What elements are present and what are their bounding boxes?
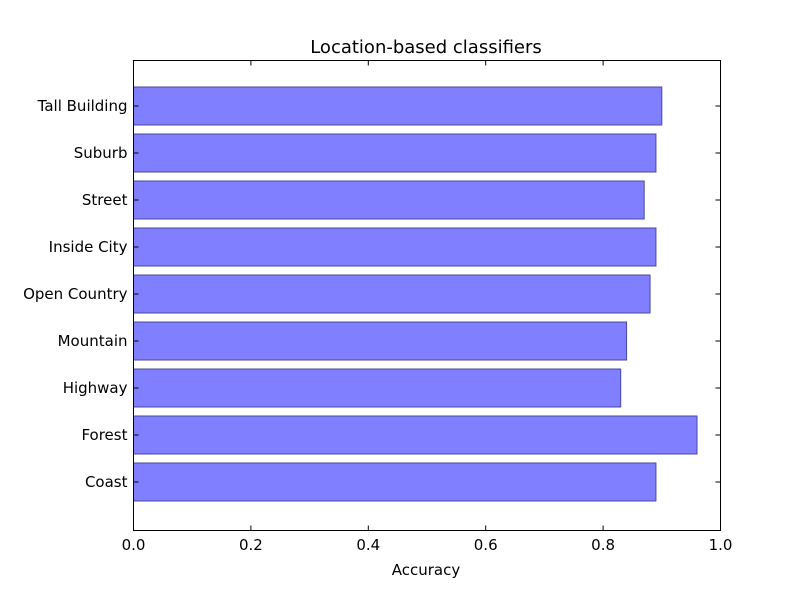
y-tick-label: Open Country (23, 285, 128, 303)
x-tick-label: 0.4 (356, 536, 380, 554)
bar-forest (133, 415, 698, 455)
x-tick-label: 0.0 (122, 536, 146, 554)
x-tick-label: 1.0 (709, 536, 733, 554)
plot-frame (133, 60, 721, 531)
x-tick-label: 0.6 (474, 536, 498, 554)
y-tick-label: Highway (63, 379, 128, 397)
bar-highway (133, 368, 622, 408)
ticks-layer: Coast Forest Highway Mountain Open Country In… (23, 60, 733, 554)
y-tick-label: Suburb (74, 144, 128, 162)
y-tick-label: Forest (81, 426, 127, 444)
y-tick-label: Inside City (49, 238, 128, 256)
bar-tall-building (133, 86, 663, 126)
bar-street (133, 180, 645, 220)
x-tick-label: 0.2 (239, 536, 263, 554)
bar-inside-city (133, 227, 657, 267)
bars-layer (133, 86, 698, 502)
chart-title: Location-based classifiers (310, 37, 542, 58)
bar-mountain (133, 321, 628, 361)
x-axis-label: Accuracy (392, 561, 461, 579)
bar-open-country (133, 274, 651, 314)
y-tick-label: Mountain (58, 332, 128, 350)
y-tick-label: Tall Building (37, 97, 128, 115)
x-tick-label: 0.8 (591, 536, 615, 554)
y-tick-label: Street (82, 191, 128, 209)
bar-suburb (133, 133, 657, 173)
y-tick-label: Coast (85, 473, 128, 491)
bar-coast (133, 462, 657, 502)
